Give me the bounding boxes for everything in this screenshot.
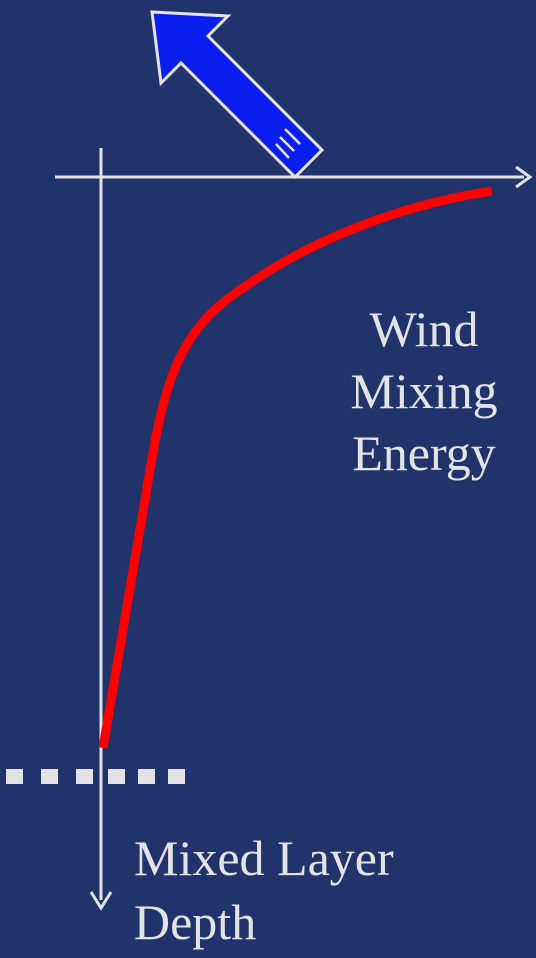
depth-axis-arrowhead	[89, 891, 113, 911]
mixed-layer-depth-marker	[6, 769, 185, 784]
wind-arrow-icon	[150, 10, 325, 180]
mixed-layer-depth-label: Mixed Layer Depth	[134, 826, 394, 954]
energy-axis-arrowhead	[515, 165, 533, 189]
wind-mixing-energy-label: Wind Mixing Energy	[300, 298, 536, 484]
energy-decay-curve	[98, 186, 493, 749]
energy-label-line-2: Mixing	[350, 363, 498, 419]
energy-label-line-1: Wind	[369, 301, 479, 357]
wind-arrow-stripe-2	[279, 136, 295, 152]
wind-arrow-stripe-1	[284, 128, 301, 145]
wind-arrow-stripe-3	[275, 143, 290, 159]
energy-label-line-3: Energy	[352, 425, 496, 481]
depth-label-line-1: Mixed Layer	[134, 830, 394, 886]
depth-label-line-2: Depth	[134, 894, 257, 950]
wind-arrow-shape	[150, 10, 325, 180]
